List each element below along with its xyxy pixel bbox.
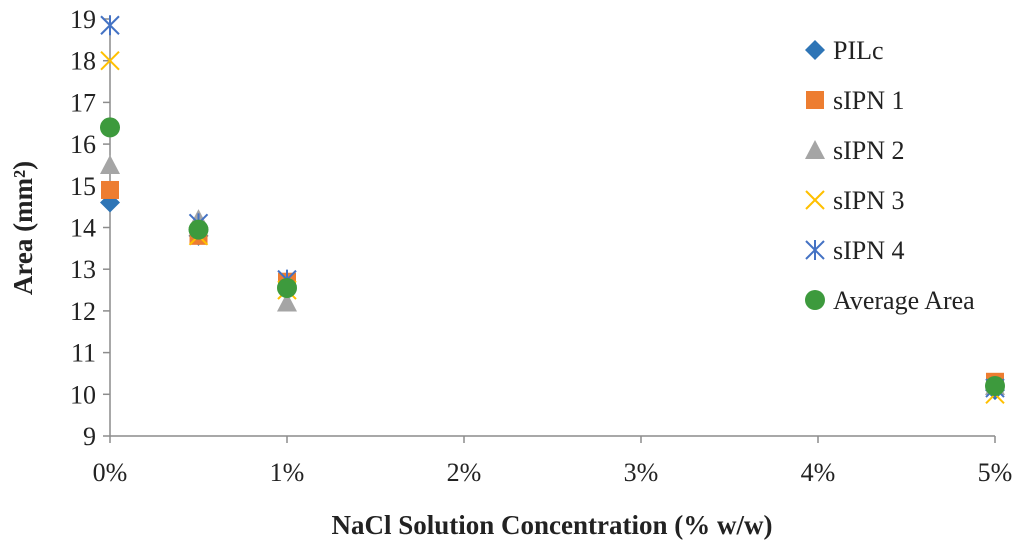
y-tick-label: 15 [70, 172, 96, 201]
y-tick-label: 10 [70, 380, 96, 409]
legend-item: PILc [805, 36, 884, 65]
x-axis-title: NaCl Solution Concentration (% w/w) [331, 510, 772, 540]
legend-label: sIPN 2 [833, 136, 905, 165]
x-tick-label: 2% [447, 458, 482, 487]
x-tick-label: 0% [93, 458, 128, 487]
y-tick-label: 14 [70, 214, 96, 243]
y-tick-labels: 9 10 11 12 13 14 15 16 17 18 19 [70, 5, 96, 451]
legend-item: sIPN 3 [805, 186, 905, 215]
axes [103, 18, 996, 443]
x-tick-label: 3% [624, 458, 659, 487]
legend-marker [805, 40, 825, 60]
data-point [188, 219, 209, 240]
legend-label: sIPN 3 [833, 186, 905, 215]
x-tick-label: 4% [801, 458, 836, 487]
legend: PILc sIPN 1 sIPN 2 sIPN 3 sIPN 4 Average Area [805, 36, 975, 315]
legend-marker [805, 190, 825, 210]
y-tick-label: 18 [70, 47, 96, 76]
y-tick-label: 13 [70, 255, 96, 284]
legend-label: PILc [833, 36, 884, 65]
legend-marker [806, 91, 824, 109]
data-point [100, 15, 120, 36]
data-point [100, 50, 120, 71]
data-point [277, 292, 297, 312]
legend-marker [805, 290, 825, 310]
data-point [101, 180, 119, 199]
x-tick-label: 1% [270, 458, 305, 487]
y-tick-label: 16 [70, 130, 96, 159]
legend-label: sIPN 4 [833, 236, 905, 265]
legend-item: sIPN 2 [805, 136, 905, 165]
series-average-area [100, 117, 1005, 396]
data-point [100, 154, 120, 174]
data-point [277, 277, 297, 298]
legend-marker [805, 240, 825, 260]
y-tick-label: 9 [83, 422, 96, 451]
data-points [100, 15, 1005, 405]
x-tick-labels: 0% 1% 2% 3% 4% 5% [93, 458, 1013, 487]
legend-label: Average Area [833, 286, 975, 315]
y-tick-label: 11 [71, 339, 96, 368]
legend-item: sIPN 4 [805, 236, 905, 265]
y-tick-label: 19 [70, 5, 96, 34]
data-point [100, 117, 120, 138]
legend-item: sIPN 1 [806, 86, 905, 115]
y-tick-label: 12 [70, 297, 96, 326]
x-tick-label: 5% [978, 458, 1013, 487]
legend-item: Average Area [805, 286, 975, 315]
y-tick-label: 17 [70, 88, 96, 117]
data-point [985, 375, 1005, 396]
y-axis-title: Area (mm²) [8, 161, 38, 295]
legend-label: sIPN 1 [833, 86, 905, 115]
legend-marker [805, 140, 825, 159]
